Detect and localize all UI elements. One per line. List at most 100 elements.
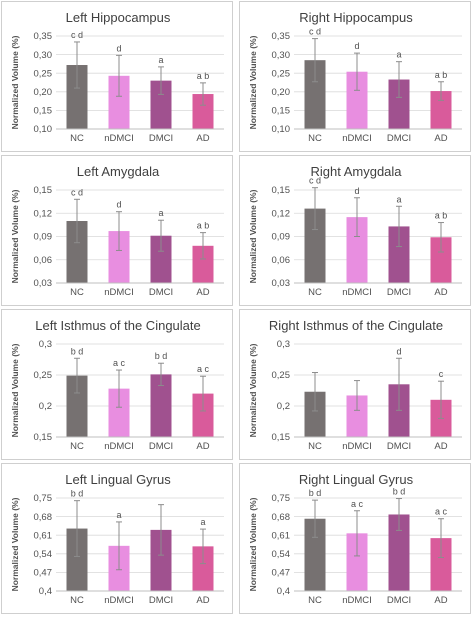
x-tick-label: NC — [308, 287, 322, 298]
y-tick-label: 0,10 — [272, 124, 291, 135]
y-tick-label: 0,47 — [272, 568, 291, 579]
x-tick-label: NC — [70, 441, 84, 452]
bar-nc — [66, 65, 88, 129]
y-tick-label: 0,2 — [277, 401, 290, 412]
chart-panel: Left Isthmus of the Cingulate Normalized … — [1, 309, 233, 460]
significance-label: a — [200, 517, 205, 527]
x-tick-label: DMCI — [387, 595, 411, 606]
chart-svg: Right Hippocampus Normalized Volume (%) 0,… — [248, 10, 462, 144]
y-tick-label: 0,15 — [34, 106, 53, 117]
y-axis-label: Normalized Volume (%) — [10, 35, 20, 129]
chart-title: Right Hippocampus — [299, 10, 413, 25]
bar-nc — [304, 391, 326, 437]
chart-panel: Left Lingual Gyrus Normalized Volume (%) 0… — [1, 463, 233, 614]
y-axis-label: Normalized Volume (%) — [248, 189, 258, 283]
significance-label: a c — [197, 364, 210, 374]
significance-label: d — [116, 200, 121, 210]
x-tick-label: nDMCI — [104, 441, 134, 452]
x-tick-label: AD — [196, 133, 209, 144]
x-tick-label: DMCI — [387, 287, 411, 298]
bar-ad — [192, 94, 214, 129]
bar-nc — [66, 221, 88, 283]
y-tick-label: 0,03 — [272, 278, 291, 289]
bar-dmci — [388, 226, 410, 283]
significance-label: a — [396, 50, 401, 60]
x-tick-label: DMCI — [149, 287, 173, 298]
y-tick-label: 0,2 — [39, 401, 52, 412]
y-tick-label: 0,68 — [272, 512, 291, 523]
significance-label: a c — [435, 507, 448, 517]
y-tick-label: 0,25 — [272, 68, 291, 79]
bar-ndmci — [346, 533, 368, 591]
y-tick-label: 0,4 — [277, 586, 290, 597]
y-tick-label: 0,20 — [272, 87, 291, 98]
chart-title: Left Isthmus of the Cingulate — [35, 318, 200, 333]
bar-nc — [66, 528, 88, 591]
significance-label: a — [116, 510, 121, 520]
y-tick-label: 0,54 — [272, 549, 291, 560]
significance-label: a b — [435, 70, 448, 80]
x-tick-label: AD — [196, 287, 209, 298]
y-tick-label: 0,15 — [34, 432, 53, 443]
bar-ndmci — [108, 231, 130, 283]
significance-label: c d — [71, 187, 83, 197]
significance-label: d — [354, 186, 359, 196]
y-tick-label: 0,35 — [34, 31, 53, 42]
significance-label: a b — [197, 221, 210, 231]
y-tick-label: 0,68 — [34, 512, 53, 523]
bar-nc — [304, 208, 326, 283]
y-tick-label: 0,12 — [272, 208, 291, 219]
significance-label: b d — [155, 351, 168, 361]
y-axis-label: Normalized Volume (%) — [248, 343, 258, 437]
bar-dmci — [150, 374, 172, 437]
x-tick-label: DMCI — [149, 595, 173, 606]
chart-svg: Right Isthmus of the Cingulate Normalized… — [248, 318, 462, 452]
y-tick-label: 0,25 — [34, 370, 53, 381]
y-tick-label: 0,30 — [34, 50, 53, 61]
y-tick-label: 0,03 — [34, 278, 53, 289]
x-tick-label: DMCI — [149, 441, 173, 452]
x-tick-label: AD — [434, 595, 447, 606]
x-tick-label: nDMCI — [104, 287, 134, 298]
chart-svg: Right Amygdala Normalized Volume (%) 0,03 0… — [248, 164, 462, 298]
y-tick-label: 0,15 — [34, 185, 53, 196]
significance-label: a — [158, 208, 163, 218]
significance-label: d — [396, 346, 401, 356]
y-tick-label: 0,25 — [272, 370, 291, 381]
significance-label: b d — [71, 346, 84, 356]
y-axis-label: Normalized Volume (%) — [10, 343, 20, 437]
chart-title: Right Amygdala — [310, 164, 402, 179]
bar-ndmci — [108, 388, 130, 437]
chart-title: Left Lingual Gyrus — [65, 472, 171, 487]
x-tick-label: NC — [308, 133, 322, 144]
y-tick-label: 0,35 — [272, 31, 291, 42]
y-tick-label: 0,15 — [272, 106, 291, 117]
significance-label: c d — [309, 176, 321, 186]
x-tick-label: DMCI — [149, 133, 173, 144]
significance-label: a b — [435, 211, 448, 221]
y-tick-label: 0,61 — [34, 530, 53, 541]
bar-ad — [192, 245, 214, 283]
bar-nc — [304, 60, 326, 129]
bar-ad — [430, 237, 452, 283]
y-tick-label: 0,20 — [34, 87, 53, 98]
y-tick-label: 0,4 — [39, 586, 52, 597]
y-tick-label: 0,12 — [34, 208, 53, 219]
x-tick-label: NC — [308, 595, 322, 606]
chart-title: Left Amygdala — [77, 164, 160, 179]
chart-panel: Right Amygdala Normalized Volume (%) 0,03 0… — [239, 155, 471, 306]
y-axis-label: Normalized Volume (%) — [10, 189, 20, 283]
significance-label: a c — [351, 499, 364, 509]
x-tick-label: nDMCI — [342, 133, 372, 144]
y-tick-label: 0,61 — [272, 530, 291, 541]
bar-ad — [430, 91, 452, 129]
bar-ndmci — [346, 71, 368, 129]
chart-svg: Left Isthmus of the Cingulate Normalized … — [10, 318, 224, 452]
significance-label: a c — [113, 358, 126, 368]
y-axis-label: Normalized Volume (%) — [248, 497, 258, 591]
chart-panel: Right Hippocampus Normalized Volume (%) 0,… — [239, 1, 471, 152]
x-tick-label: AD — [434, 441, 447, 452]
x-tick-label: NC — [70, 133, 84, 144]
bar-nc — [66, 375, 88, 437]
